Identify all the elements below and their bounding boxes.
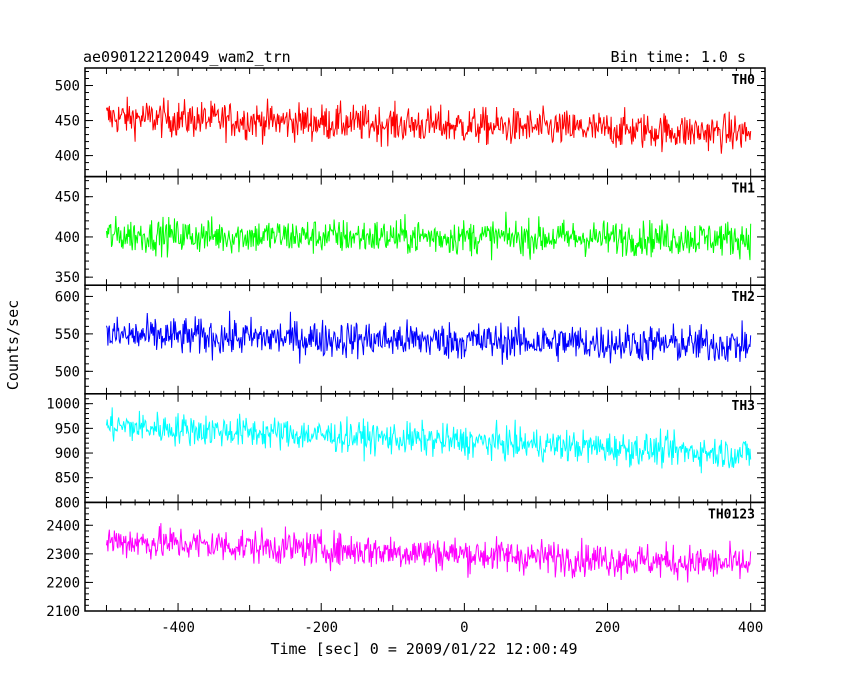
x-tick-label: -400: [161, 620, 195, 636]
x-axis-label: Time [sec] 0 = 2009/01/22 12:00:49: [270, 640, 577, 658]
series-line-th2: [105, 310, 752, 365]
y-tick-label: 500: [55, 79, 80, 95]
panel-label-th0123: TH0123: [708, 507, 755, 522]
chart-subtitle: Bin time: 1.0 s: [611, 48, 746, 66]
y-tick-label: 850: [55, 471, 80, 487]
panel-th2: 500 550 600 TH2: [55, 284, 766, 395]
panel-frame: [84, 501, 766, 612]
series-line-th0123: [105, 523, 752, 583]
series-line-th1: [105, 211, 752, 261]
y-tick-label: 950: [55, 421, 80, 437]
x-tick-label: 0: [460, 620, 468, 636]
y-tick-label: 500: [55, 364, 80, 380]
y-tick-label: 1000: [46, 397, 80, 413]
y-tick-label: 2200: [46, 575, 80, 591]
series-line-th0: [105, 96, 752, 154]
y-tick-label: 400: [55, 230, 80, 246]
y-tick-label: 450: [55, 114, 80, 130]
x-tick-label: 400: [738, 620, 763, 636]
y-tick-label: 2300: [46, 547, 80, 563]
y-tick-label: 800: [55, 495, 80, 511]
y-tick-label: 2400: [46, 518, 80, 534]
x-tick-label: 200: [595, 620, 620, 636]
panel-label-th2: TH2: [732, 290, 755, 305]
panel-th1: 350 400 450 TH1: [55, 175, 766, 286]
panel-th0123: 2100 2200 2300 2400 TH0123: [46, 501, 766, 620]
panel-label-th3: TH3: [732, 399, 755, 414]
panel-th3: 800 850 900 950 1000 TH3: [46, 393, 766, 511]
y-tick-label: 450: [55, 190, 80, 206]
chart-title: ae090122120049_wam2_trn: [83, 48, 291, 66]
y-tick-label: 350: [55, 270, 80, 286]
series-line-th3: [105, 407, 752, 474]
y-axis-label: Counts/sec: [4, 300, 22, 390]
y-tick-label: 550: [55, 327, 80, 343]
x-tick-label: -200: [304, 620, 338, 636]
panel-label-th0: TH0: [732, 73, 756, 88]
y-tick-label: 900: [55, 446, 80, 462]
y-tick-label: 400: [55, 149, 80, 165]
panel-th0: 400 450 500 TH0: [55, 67, 766, 178]
y-tick-label: 2100: [46, 604, 80, 620]
panel-label-th1: TH1: [732, 182, 756, 197]
y-tick-label: 600: [55, 289, 80, 305]
